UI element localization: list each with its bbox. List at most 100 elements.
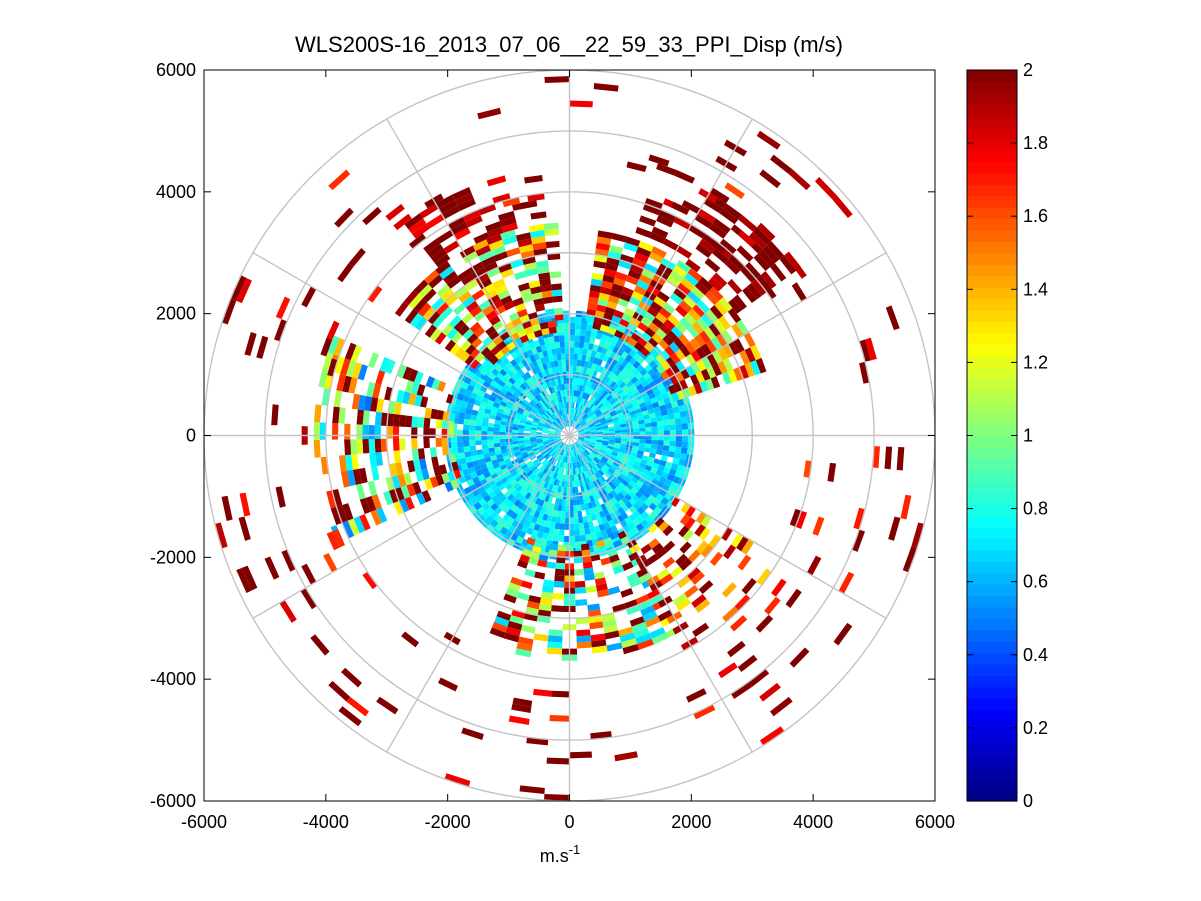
ppi-cell xyxy=(503,373,512,381)
ppi-cell xyxy=(593,260,607,269)
ppi-cell xyxy=(600,458,607,465)
colorbar-band xyxy=(967,446,1017,459)
ppi-cell xyxy=(548,436,555,438)
ppi-cell xyxy=(548,431,555,434)
ppi-cell xyxy=(497,210,515,222)
ppi-cell xyxy=(333,390,343,408)
ppi-cell xyxy=(610,359,618,367)
ppi-cell xyxy=(518,427,525,431)
ppi-cell xyxy=(561,480,565,487)
ppi-cell xyxy=(554,436,561,439)
ppi-cell xyxy=(359,497,371,515)
ppi-cell xyxy=(520,200,538,210)
ppi-cell xyxy=(583,428,591,432)
ppi-cell xyxy=(605,462,612,469)
ppi-cell xyxy=(566,402,569,409)
ppi-cell xyxy=(310,634,330,656)
ppi-cell xyxy=(513,417,521,423)
ppi-cell xyxy=(376,507,388,524)
ppi-cell xyxy=(549,464,555,471)
grid-spoke xyxy=(386,118,571,436)
ppi-cell xyxy=(584,431,591,434)
ppi-cell xyxy=(558,498,563,506)
ppi-cell xyxy=(684,341,696,354)
ppi-cell xyxy=(582,366,588,374)
ppi-cell xyxy=(345,360,357,378)
ppi-cell xyxy=(604,472,611,479)
ppi-cell xyxy=(410,381,420,395)
ppi-cell xyxy=(515,388,522,396)
ppi-cell xyxy=(583,478,589,485)
ppi-cell xyxy=(589,507,595,515)
ppi-cell xyxy=(487,479,496,487)
ppi-cell xyxy=(519,517,527,526)
ppi-cell xyxy=(583,386,589,393)
ppi-cell xyxy=(498,483,506,492)
ppi-cell xyxy=(554,378,559,386)
ppi-cell xyxy=(649,417,657,423)
ppi-cell xyxy=(788,169,811,191)
ppi-cell xyxy=(601,423,608,427)
ppi-cell xyxy=(559,461,563,468)
ppi-cell xyxy=(486,233,503,245)
ppi-cell xyxy=(659,307,672,319)
ppi-cell xyxy=(571,450,573,457)
ppi-cell xyxy=(529,354,537,363)
ppi-cell xyxy=(500,376,509,384)
ppi-cell xyxy=(612,403,620,410)
ppi-cell xyxy=(614,459,622,465)
ppi-cell xyxy=(511,317,522,327)
ppi-cell xyxy=(638,446,645,452)
ppi-cell xyxy=(669,566,684,579)
ppi-cell xyxy=(524,441,531,445)
ppi-cell xyxy=(623,486,631,494)
ppi-cell xyxy=(495,383,503,391)
ppi-cell xyxy=(635,633,652,645)
ppi-cell xyxy=(744,347,756,363)
ppi-cell xyxy=(617,414,625,420)
ppi-cell xyxy=(628,349,637,358)
ppi-cell xyxy=(642,372,651,380)
ppi-cell xyxy=(437,380,447,392)
ppi-cell xyxy=(639,431,646,436)
ppi-cell xyxy=(619,473,627,480)
ppi-cell xyxy=(557,390,562,398)
ppi-cell xyxy=(639,462,647,469)
ppi-cell xyxy=(541,327,550,336)
ppi-cell xyxy=(736,245,754,262)
ppi-cell xyxy=(369,452,377,467)
ppi-cell xyxy=(581,549,591,557)
ppi-cell xyxy=(474,369,484,378)
ppi-cell xyxy=(538,421,545,426)
ppi-cell xyxy=(578,436,585,438)
ppi-cell xyxy=(620,443,627,448)
ppi-cell xyxy=(555,428,562,432)
ppi-cell xyxy=(509,332,520,342)
ppi-cell xyxy=(656,568,670,581)
ppi-cell xyxy=(851,529,865,552)
ppi-cell xyxy=(600,334,608,342)
ppi-cell xyxy=(626,403,634,410)
ppi-cell xyxy=(481,435,488,441)
ppi-cell xyxy=(607,519,616,528)
ppi-cell xyxy=(641,455,649,461)
ppi-cell xyxy=(559,423,565,429)
ppi-cell xyxy=(457,417,465,425)
ppi-cell xyxy=(558,384,563,391)
ppi-cell xyxy=(528,341,536,350)
ppi-cell xyxy=(518,509,526,518)
ppi-cell xyxy=(617,388,624,396)
ppi-cell xyxy=(214,522,228,549)
ppi-cell xyxy=(411,438,418,450)
ppi-cell xyxy=(648,322,660,333)
ppi-cell xyxy=(590,451,597,457)
ppi-cell xyxy=(275,296,291,320)
ppi-cell xyxy=(564,334,570,342)
ppi-cell xyxy=(619,253,635,264)
ppi-cell xyxy=(411,416,419,428)
ppi-cell xyxy=(499,526,509,536)
ppi-cell xyxy=(539,321,549,330)
ppi-cell xyxy=(458,290,472,303)
ppi-cell xyxy=(551,484,557,492)
ppi-cell xyxy=(602,354,610,363)
